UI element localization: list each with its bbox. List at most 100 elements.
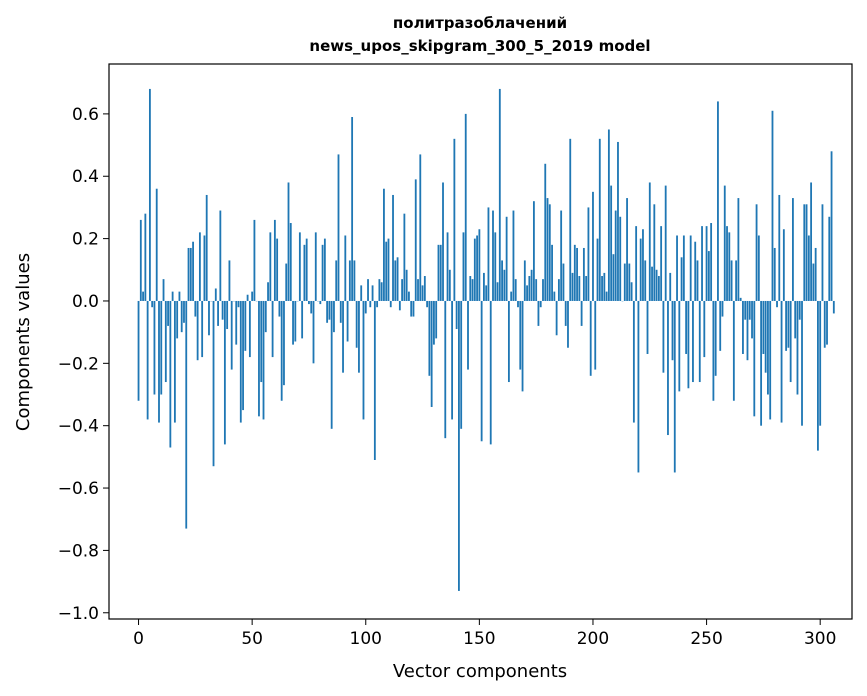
bar-22 xyxy=(187,247,190,301)
bar-118 xyxy=(405,269,408,301)
bar-186 xyxy=(560,210,563,301)
bar-222 xyxy=(642,229,644,301)
bar-62 xyxy=(278,300,281,317)
bar-199 xyxy=(589,300,592,376)
bar-84 xyxy=(328,300,331,320)
y-tick-label: −0.8 xyxy=(58,541,99,561)
bar-21 xyxy=(185,300,188,529)
bar-207 xyxy=(607,129,610,301)
bar-8 xyxy=(155,188,158,301)
bar-245 xyxy=(694,241,697,301)
bar-158 xyxy=(496,282,499,301)
bar-148 xyxy=(473,238,476,301)
bar-298 xyxy=(814,247,817,301)
bar-17 xyxy=(176,300,179,339)
bar-177 xyxy=(539,300,542,308)
bar-140 xyxy=(455,300,458,330)
bar-162 xyxy=(505,216,508,301)
bar-305 xyxy=(830,151,833,301)
bar-183 xyxy=(553,291,556,301)
bar-61 xyxy=(276,238,279,301)
bar-232 xyxy=(664,185,667,301)
bar-65 xyxy=(285,263,288,301)
bar-47 xyxy=(244,300,247,351)
bar-250 xyxy=(705,226,708,301)
bar-29 xyxy=(203,235,206,301)
x-tick-label: 250 xyxy=(690,629,722,649)
x-tick-label: 50 xyxy=(241,629,263,649)
bar-239 xyxy=(680,257,683,301)
bar-276 xyxy=(764,300,767,373)
bar-244 xyxy=(692,300,694,383)
bar-46 xyxy=(242,300,244,411)
bar-117 xyxy=(403,213,406,301)
bar-246 xyxy=(696,260,699,301)
chart-title: политразоблачений xyxy=(393,14,567,32)
bar-10 xyxy=(160,300,163,395)
bar-295 xyxy=(807,235,810,301)
bar-168 xyxy=(519,300,522,370)
bar-77 xyxy=(312,300,315,364)
bar-106 xyxy=(378,279,381,301)
bar-155 xyxy=(489,300,492,445)
bar-306 xyxy=(832,300,835,314)
bar-167 xyxy=(517,300,519,308)
bar-204 xyxy=(601,276,603,301)
bar-193 xyxy=(576,247,578,301)
y-axis-ticks: −1.0 −0.8 −0.6 −0.4 −0.2 0.0 0.2 0.4 0.6 xyxy=(58,105,109,624)
bar-230 xyxy=(660,226,663,301)
bar-267 xyxy=(744,300,747,320)
bar-231 xyxy=(662,300,665,373)
bar-115 xyxy=(398,300,401,311)
bar-69 xyxy=(294,300,297,342)
bar-128 xyxy=(428,300,431,376)
bar-175 xyxy=(535,279,538,301)
bar-157 xyxy=(494,232,497,301)
bar-34 xyxy=(214,288,217,301)
bar-285 xyxy=(785,300,788,351)
bar-149 xyxy=(476,235,478,301)
bar-81 xyxy=(321,244,324,301)
bar-64 xyxy=(283,300,285,386)
bar-279 xyxy=(771,110,774,301)
bar-75 xyxy=(308,300,310,305)
bar-39 xyxy=(226,300,229,330)
chart-subtitle: news_upos_skipgram_300_5_2019 model xyxy=(309,37,650,55)
bar-2 xyxy=(142,291,144,301)
bar-166 xyxy=(514,279,517,301)
bar-160 xyxy=(501,260,503,301)
bar-86 xyxy=(333,300,335,333)
bar-288 xyxy=(792,198,794,301)
bar-265 xyxy=(739,297,742,301)
bar-297 xyxy=(812,263,815,301)
bar-45 xyxy=(239,300,242,423)
bar-163 xyxy=(507,300,510,383)
bar-12 xyxy=(164,300,167,383)
bar-237 xyxy=(676,235,678,301)
bar-268 xyxy=(746,300,749,361)
bar-116 xyxy=(401,279,404,301)
bar-133 xyxy=(439,244,442,301)
bar-275 xyxy=(762,300,765,354)
bar-292 xyxy=(801,300,803,426)
bar-6 xyxy=(151,300,154,308)
bar-20 xyxy=(183,300,185,323)
bar-300 xyxy=(819,300,822,426)
bar-264 xyxy=(737,198,740,301)
bar-278 xyxy=(769,300,772,420)
bar-187 xyxy=(562,263,565,301)
bar-247 xyxy=(698,300,701,383)
bar-253 xyxy=(712,300,715,401)
bar-40 xyxy=(228,260,231,301)
bar-23 xyxy=(189,247,192,301)
bar-296 xyxy=(810,182,813,301)
bar-38 xyxy=(223,300,226,445)
bar-263 xyxy=(735,260,738,301)
bar-171 xyxy=(526,285,528,301)
bar-280 xyxy=(773,247,776,301)
bar-153 xyxy=(485,285,488,301)
bar-100 xyxy=(364,300,367,314)
bar-169 xyxy=(521,300,524,392)
